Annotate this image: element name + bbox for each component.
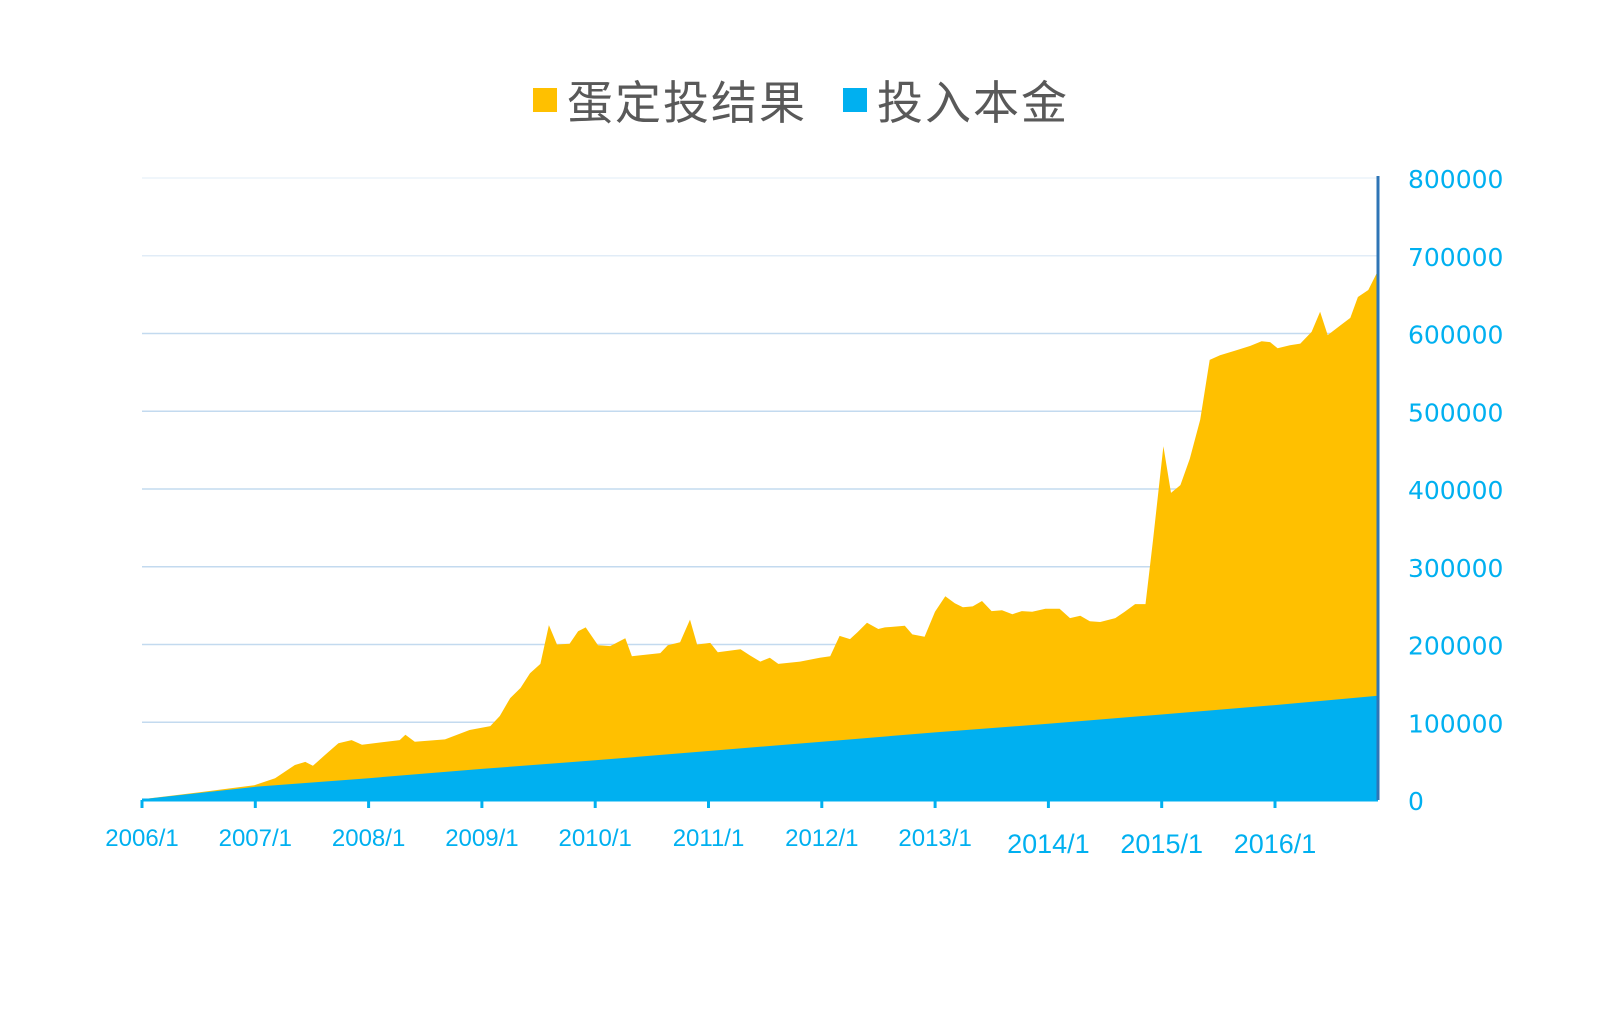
x-tick-label: 2006/1 [105,825,178,852]
x-tick-label: 2014/1 [1007,829,1090,859]
x-tick-label: 2013/1 [898,825,971,852]
y-tick-label: 200000 [1408,632,1503,661]
y-tick-label: 0 [1408,787,1424,816]
x-tick-label: 2015/1 [1120,829,1203,859]
legend-label-principal: 投入本金 [877,76,1069,130]
gridlines [142,177,1378,723]
x-tick-label: 2010/1 [558,825,631,852]
y-axis-ticks: 800000 700000 600000 500000 400000 300000 2000… [1408,165,1503,816]
y-tick-label: 700000 [1408,243,1503,272]
chart-legend: 蛋定投结果 投入本金 [0,70,1602,130]
x-tick-label: 2008/1 [332,825,405,852]
y-tick-label: 600000 [1408,321,1503,350]
x-tick-label: 2007/1 [219,825,292,852]
x-tick-label: 2009/1 [445,825,518,852]
y-tick-label: 400000 [1408,476,1503,505]
y-tick-label: 100000 [1408,709,1503,738]
x-axis-ticks: 2006/1 2007/1 2008/1 2009/1 2010/1 2011/1 2012… [105,800,1316,859]
principal-area-series[interactable] [142,695,1378,800]
legend-item-result[interactable]: 蛋定投结果 [533,67,807,133]
x-tick-label: 2012/1 [785,825,858,852]
result-area-series[interactable] [142,271,1378,800]
y-tick-label: 300000 [1408,554,1503,583]
x-tick-label: 2011/1 [673,825,745,852]
legend-swatch-result [533,88,557,112]
legend-label-result: 蛋定投结果 [567,76,807,130]
x-tick-label: 2016/1 [1234,829,1317,859]
legend-swatch-principal [843,88,867,112]
y-tick-label: 800000 [1408,165,1503,194]
y-tick-label: 500000 [1408,398,1503,427]
legend-item-principal[interactable]: 投入本金 [843,67,1069,133]
